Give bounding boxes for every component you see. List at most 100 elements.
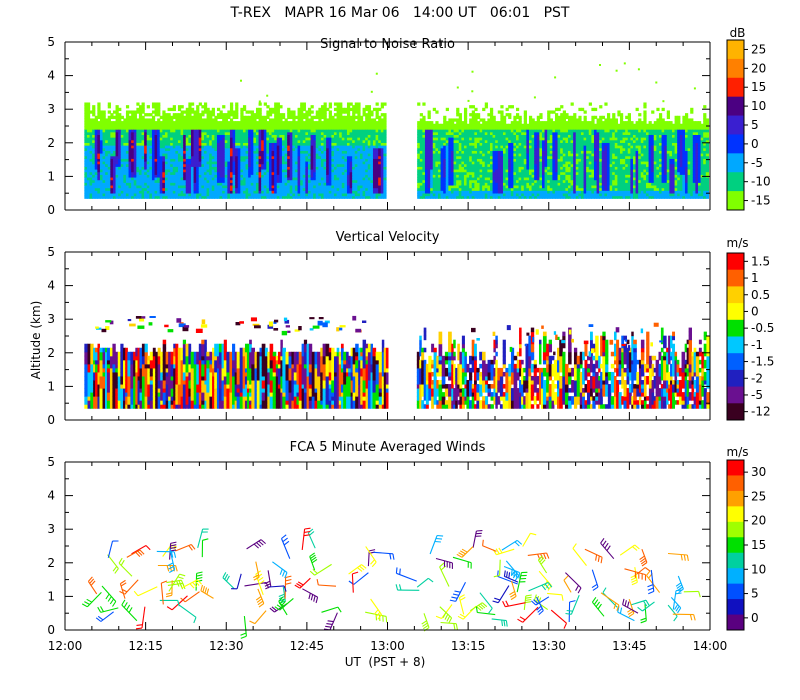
barb-tick: [454, 590, 461, 593]
barb-tick: [632, 546, 638, 551]
colorbar-swatch: [727, 490, 744, 507]
barb-tick: [519, 616, 526, 621]
barb-tick: [97, 615, 104, 621]
barb-tick: [313, 595, 316, 602]
wind-barb: [367, 550, 370, 567]
barb-tick: [192, 582, 198, 588]
barb-tick: [693, 614, 696, 621]
barb-tick: [175, 565, 178, 572]
barb-tick: [674, 604, 679, 610]
barb-tick: [249, 620, 256, 625]
barb-tick: [278, 602, 285, 607]
barb-tick: [533, 594, 537, 601]
barb-tick: [442, 612, 447, 619]
colorbar-swatch: [727, 134, 744, 154]
wind-barb: [429, 535, 438, 555]
barb-tick: [600, 557, 603, 564]
barb-tick: [563, 575, 569, 581]
barb-tick: [518, 572, 521, 579]
barb-tick: [675, 605, 680, 612]
barb-tick: [369, 549, 376, 552]
wind-barb: [107, 540, 114, 558]
wind-barb: [496, 548, 515, 556]
barb-tick: [161, 580, 168, 584]
barb-tick: [547, 582, 553, 588]
colorbar-label: -0.5: [751, 321, 774, 335]
y-axis-label: Altitude (km): [29, 301, 43, 380]
wind-barb: [641, 549, 648, 563]
barb-tick: [188, 545, 193, 551]
snr-field: [84, 62, 709, 199]
barb-tick: [631, 579, 638, 583]
barb-tick: [399, 568, 401, 575]
colorbar-swatch: [727, 521, 744, 538]
wind-barb: [200, 590, 214, 599]
colorbar-swatch: [727, 153, 744, 173]
barb-tick: [645, 599, 650, 606]
wind-barb: [279, 597, 294, 611]
wind-barb: [479, 592, 493, 609]
wind-barb: [644, 604, 647, 621]
barb-tick: [180, 597, 186, 603]
barb-tick: [643, 600, 648, 607]
barb-tick: [285, 582, 292, 585]
barb-tick: [189, 583, 195, 589]
colorbar-swatch: [727, 369, 744, 388]
barb-tick: [476, 606, 482, 611]
wind-barb: [435, 557, 453, 564]
x-tick-label: 12:15: [128, 639, 163, 653]
wind-barb: [547, 592, 563, 596]
x-tick-label: 12:45: [290, 639, 325, 653]
wind-barb: [591, 569, 599, 588]
barb-tick: [646, 570, 651, 576]
barb-tick: [613, 602, 617, 609]
barb-tick: [514, 541, 520, 547]
barb-tick: [123, 602, 128, 608]
wind-barb: [302, 588, 318, 598]
barb-tick: [170, 546, 177, 550]
barb-tick: [619, 607, 623, 614]
barb-tick: [173, 551, 177, 558]
barb-tick: [197, 579, 203, 585]
wind-barb: [243, 616, 247, 637]
barb-tick: [481, 602, 488, 608]
colorbar-swatch: [727, 58, 744, 79]
wind-barb: [197, 528, 204, 548]
barb-tick: [543, 553, 547, 560]
barb-tick: [256, 542, 262, 548]
barb-tick: [120, 582, 127, 587]
barb-tick: [95, 617, 102, 622]
wind-barb: [516, 572, 522, 593]
y-tick-label: 4: [47, 279, 55, 293]
barb-tick: [258, 580, 265, 585]
wind-barb: [166, 579, 182, 584]
wind-barb: [126, 549, 141, 558]
x-tick-label: 12:00: [48, 639, 83, 653]
barb-tick: [459, 594, 465, 599]
wind-barb: [167, 582, 183, 586]
barb-tick: [514, 575, 520, 581]
wind-barb: [497, 575, 518, 585]
wind-barb: [365, 611, 387, 617]
wind-barb: [181, 579, 198, 589]
barb-tick: [285, 578, 292, 582]
colorbar-swatch: [727, 403, 744, 421]
barb-tick: [452, 593, 459, 596]
barb-tick: [444, 614, 449, 620]
wind-barb: [168, 573, 180, 592]
wind-barb: [318, 584, 337, 587]
wind-barb: [370, 598, 383, 616]
wind-barb: [522, 533, 531, 547]
barb-tick: [698, 591, 701, 598]
barb-tick: [357, 567, 363, 572]
barb-tick: [100, 606, 104, 612]
wind-barb: [440, 621, 457, 625]
barb-tick: [97, 606, 102, 613]
barb-tick: [170, 551, 174, 558]
colorbar-label: 15: [751, 538, 766, 552]
barb-tick: [179, 583, 184, 590]
wind-barb: [244, 582, 267, 587]
barb-tick: [503, 620, 506, 627]
barb-tick: [593, 599, 599, 605]
barb-tick: [133, 590, 139, 597]
